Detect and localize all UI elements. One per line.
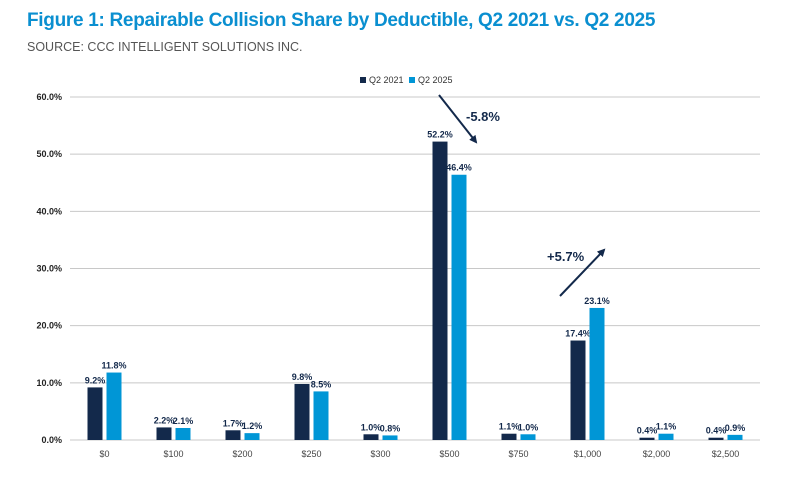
bar-q2-2025: [589, 307, 605, 440]
x-tick-label: $100: [163, 449, 183, 459]
data-label: 0.8%: [380, 423, 401, 433]
y-tick-label: 30.0%: [36, 264, 62, 274]
data-label: 2.2%: [154, 415, 175, 425]
x-tick-label: $750: [508, 449, 528, 459]
bar-q2-2021: [225, 430, 241, 440]
data-label: 9.2%: [85, 375, 106, 385]
trend-arrow-up: [559, 248, 606, 297]
bar-q2-2021: [501, 433, 517, 440]
bar-q2-2025: [313, 391, 329, 440]
data-label: 1.0%: [361, 422, 382, 432]
bar-q2-2025: [520, 434, 536, 440]
bar-q2-2025: [727, 434, 743, 440]
data-label: 17.4%: [565, 329, 591, 339]
data-label: 23.1%: [584, 296, 610, 306]
x-tick-label: $500: [439, 449, 459, 459]
data-label: 8.5%: [311, 379, 332, 389]
data-label: 1.0%: [518, 422, 539, 432]
x-tick-label: $1,000: [574, 449, 602, 459]
bar-q2-2025: [244, 433, 260, 440]
bar-q2-2021: [87, 387, 103, 440]
bar-q2-2025: [175, 427, 191, 440]
data-label: 1.2%: [242, 421, 263, 431]
data-label: 52.2%: [427, 130, 453, 140]
bar-q2-2025: [451, 174, 467, 440]
data-label: 46.4%: [446, 163, 472, 173]
bar-q2-2021: [432, 141, 448, 440]
x-tick-label: $300: [370, 449, 390, 459]
data-label: 1.7%: [223, 418, 244, 428]
data-label: 9.8%: [292, 372, 313, 382]
bar-q2-2025: [106, 372, 122, 440]
data-label: 2.1%: [173, 416, 194, 426]
y-tick-label: 40.0%: [36, 206, 62, 216]
chart-subtitle: SOURCE: CCC INTELLIGENT SOLUTIONS INC.: [27, 40, 303, 54]
data-label: 1.1%: [656, 422, 677, 432]
y-tick-label: 10.0%: [36, 378, 62, 388]
x-tick-label: $2,000: [643, 449, 671, 459]
bar-q2-2021: [708, 437, 724, 440]
legend-swatch: [360, 77, 366, 83]
data-label: 0.4%: [637, 426, 658, 436]
bar-q2-2021: [294, 383, 310, 440]
y-tick-label: 0.0%: [41, 435, 62, 445]
trend-arrow-down: [438, 94, 478, 144]
data-label: 1.1%: [499, 422, 520, 432]
legend-swatch: [409, 77, 415, 83]
bar-q2-2025: [382, 435, 398, 440]
bar-q2-2021: [570, 340, 586, 440]
x-tick-label: $2,500: [712, 449, 740, 459]
data-label: 0.4%: [706, 426, 727, 436]
x-tick-label: $0: [99, 449, 109, 459]
x-tick-label: $250: [301, 449, 321, 459]
bar-q2-2021: [363, 434, 379, 440]
bar-q2-2021: [639, 437, 655, 440]
annotation-label: +5.7%: [547, 249, 585, 264]
x-tick-label: $200: [232, 449, 252, 459]
legend-label: Q2 2025: [418, 75, 453, 85]
y-tick-label: 50.0%: [36, 149, 62, 159]
bar-q2-2021: [156, 427, 172, 440]
y-tick-label: 20.0%: [36, 321, 62, 331]
data-label: 0.9%: [725, 423, 746, 433]
y-tick-label: 60.0%: [36, 92, 62, 102]
legend-label: Q2 2021: [369, 75, 404, 85]
annotation-label: -5.8%: [466, 109, 500, 124]
bar-q2-2025: [658, 433, 674, 440]
chart-title: Figure 1: Repairable Collision Share by …: [27, 10, 656, 31]
data-label: 11.8%: [101, 361, 126, 371]
